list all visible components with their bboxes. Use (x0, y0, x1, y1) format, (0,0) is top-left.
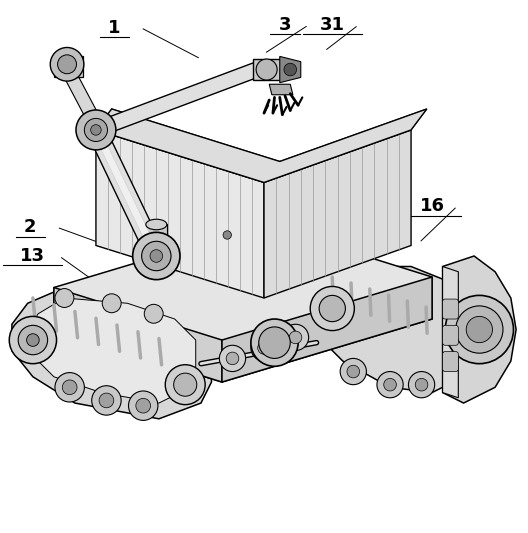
Polygon shape (269, 84, 293, 95)
Circle shape (259, 327, 290, 358)
Circle shape (466, 317, 493, 343)
Circle shape (251, 319, 298, 366)
Circle shape (258, 342, 270, 354)
Circle shape (347, 365, 360, 378)
Polygon shape (112, 177, 343, 282)
Circle shape (310, 286, 354, 330)
Polygon shape (316, 266, 485, 392)
Circle shape (91, 125, 101, 135)
Polygon shape (63, 67, 101, 126)
Polygon shape (146, 224, 167, 251)
Text: 6: 6 (352, 160, 365, 179)
Circle shape (282, 324, 309, 351)
Polygon shape (96, 109, 280, 182)
Circle shape (219, 345, 246, 372)
Text: 2A: 2A (356, 144, 382, 163)
Circle shape (128, 391, 158, 421)
Circle shape (142, 241, 171, 271)
Polygon shape (93, 60, 267, 137)
Circle shape (144, 304, 163, 323)
Circle shape (456, 306, 503, 353)
Text: 1: 1 (108, 19, 120, 37)
Polygon shape (280, 56, 301, 83)
Circle shape (251, 335, 277, 361)
Polygon shape (54, 287, 222, 382)
Circle shape (133, 232, 180, 280)
Polygon shape (442, 266, 458, 398)
Text: 31: 31 (320, 16, 345, 34)
Circle shape (409, 372, 435, 398)
Polygon shape (264, 109, 427, 182)
Polygon shape (54, 224, 432, 382)
Circle shape (92, 386, 121, 415)
Circle shape (55, 373, 84, 402)
Polygon shape (12, 287, 212, 419)
Circle shape (102, 294, 121, 313)
Text: 2: 2 (24, 218, 36, 236)
Circle shape (84, 118, 108, 141)
Circle shape (256, 59, 277, 80)
Polygon shape (88, 126, 165, 260)
Circle shape (76, 110, 116, 150)
Polygon shape (93, 130, 159, 256)
Polygon shape (222, 277, 432, 382)
Circle shape (10, 317, 56, 364)
Polygon shape (54, 56, 83, 77)
Circle shape (165, 365, 205, 405)
Text: 16: 16 (420, 197, 445, 215)
Polygon shape (442, 256, 516, 403)
FancyBboxPatch shape (442, 299, 458, 319)
Circle shape (50, 47, 84, 81)
Circle shape (136, 398, 150, 413)
Polygon shape (253, 59, 285, 80)
Circle shape (55, 288, 74, 308)
Polygon shape (27, 298, 196, 403)
Circle shape (226, 352, 239, 365)
Circle shape (415, 378, 428, 391)
Circle shape (289, 331, 302, 344)
Circle shape (384, 378, 397, 391)
Polygon shape (96, 109, 427, 182)
Circle shape (174, 373, 197, 396)
Circle shape (150, 249, 163, 262)
Circle shape (26, 334, 39, 346)
Circle shape (223, 231, 231, 239)
Text: 13: 13 (21, 247, 45, 265)
FancyBboxPatch shape (442, 325, 458, 345)
Circle shape (284, 63, 297, 76)
Ellipse shape (146, 219, 167, 230)
Circle shape (99, 393, 114, 408)
Text: 3: 3 (279, 16, 291, 34)
Polygon shape (96, 130, 264, 298)
Circle shape (377, 372, 403, 398)
Circle shape (445, 295, 514, 364)
FancyBboxPatch shape (442, 352, 458, 372)
Circle shape (319, 295, 345, 321)
Circle shape (18, 325, 48, 355)
Circle shape (340, 358, 366, 385)
Circle shape (62, 380, 77, 394)
Polygon shape (264, 130, 411, 298)
Circle shape (58, 55, 77, 74)
